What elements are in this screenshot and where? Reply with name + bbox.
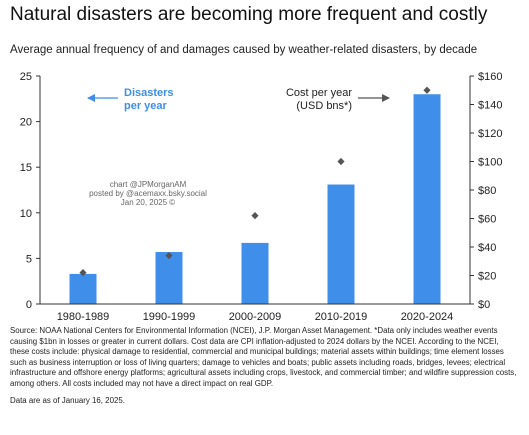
cost-marker-series: [79, 86, 431, 277]
left-tick-label: 0: [26, 299, 32, 311]
watermark: chart @JPMorganAM posted by @acemaxx.bsk…: [89, 180, 207, 207]
source-note: Source: NOAA National Centers for Enviro…: [10, 326, 517, 388]
cost-label-line2: (USD bns*): [296, 100, 352, 112]
bar: [327, 184, 355, 304]
right-axis: $0 $20 $40 $60 $80 $100 $120 $140 $160: [470, 71, 502, 311]
x-tick-label: 2010-2019: [315, 311, 368, 323]
cost-marker: [165, 251, 173, 260]
watermark-line2: posted by @acemaxx.bsky.social: [89, 189, 207, 198]
bar: [413, 94, 441, 305]
cost-marker: [79, 269, 87, 277]
watermark-line1: chart @JPMorganAM: [110, 180, 187, 189]
x-tick-label: 1980-1989: [57, 311, 110, 323]
bar-series: [69, 94, 441, 305]
left-axis: 0 5 10 15 20 25: [20, 71, 40, 311]
right-tick-label: $0: [478, 299, 490, 311]
x-tick-label: 2000-2009: [229, 311, 282, 323]
bar: [155, 252, 183, 304]
cost-marker: [337, 157, 345, 166]
as-of-note: Data are as of January 16, 2025.: [10, 395, 125, 405]
left-tick-label: 25: [20, 71, 32, 83]
page-title: Natural disasters are becoming more freq…: [10, 4, 488, 25]
right-tick-label: $40: [478, 242, 496, 254]
left-tick-label: 5: [26, 253, 32, 265]
disasters-legend-annotation: Disasters per year: [87, 87, 174, 112]
bar: [69, 273, 97, 304]
chart-subtitle: Average annual frequency of and damages …: [10, 44, 478, 56]
x-tick-label: 1990-1999: [143, 311, 196, 323]
left-tick-label: 15: [20, 162, 32, 174]
right-tick-label: $80: [478, 185, 496, 197]
left-tick-label: 20: [20, 117, 32, 129]
right-tick-label: $120: [478, 128, 502, 140]
right-tick-label: $100: [478, 157, 502, 169]
cost-label-line1: Cost per year: [286, 87, 352, 99]
disasters-label-line1: Disasters: [124, 87, 174, 99]
dual-axis-bar-chart: 0 5 10 15 20 25 $0 $20 $40 $60 $80 $100 $120 $140 $16…: [20, 71, 503, 323]
x-axis-labels: 1980-1989 1990-1999 2000-2009 2010-2019 2020…: [57, 311, 454, 323]
disasters-label-line2: per year: [124, 100, 168, 112]
watermark-line3: Jan 20, 2025 ©: [121, 198, 175, 207]
right-tick-label: $160: [478, 71, 502, 83]
right-tick-label: $60: [478, 214, 496, 226]
cost-marker: [251, 212, 259, 220]
cost-marker: [423, 86, 431, 94]
x-tick-label: 2020-2024: [401, 311, 454, 323]
left-tick-label: 10: [20, 208, 32, 220]
footer: Source: NOAA National Centers for Enviro…: [10, 326, 520, 406]
right-tick-label: $20: [478, 271, 496, 283]
cost-legend-annotation: Cost per year (USD bns*): [286, 87, 390, 112]
bar: [241, 242, 269, 304]
right-tick-label: $140: [478, 100, 502, 112]
